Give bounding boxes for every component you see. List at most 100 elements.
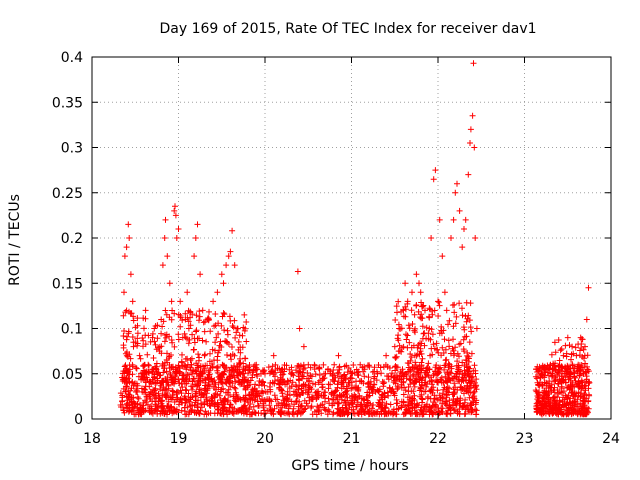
data-point: [231, 352, 238, 359]
data-point: [171, 207, 178, 214]
data-point: [456, 353, 462, 360]
data-point: [393, 303, 400, 310]
data-point: [333, 387, 340, 394]
data-point: [450, 216, 457, 223]
data-point: [301, 397, 308, 404]
data-point: [197, 271, 204, 278]
data-point: [535, 391, 542, 398]
data-point: [307, 372, 314, 379]
data-point: [467, 140, 473, 146]
data-point: [430, 372, 437, 379]
data-point: [423, 365, 430, 372]
data-point: [408, 400, 415, 407]
data-point: [220, 280, 227, 287]
data-point: [164, 253, 171, 260]
data-point: [191, 253, 198, 260]
data-point: [419, 399, 426, 406]
data-point: [394, 386, 401, 393]
data-point: [174, 394, 181, 401]
data-point: [386, 384, 393, 391]
axis-ticks: 18 19 20 21 22 23 24 0 0.05 0.1 0.15 0.2 0.25 0.3 0.35…: [52, 50, 620, 447]
data-point: [383, 352, 390, 359]
data-point: [439, 253, 446, 260]
data-point: [402, 410, 409, 416]
data-point: [201, 352, 208, 359]
data-point: [272, 361, 279, 368]
data-point: [304, 375, 310, 382]
data-point: [300, 366, 307, 373]
data-point: [314, 407, 321, 414]
data-point: [536, 363, 543, 370]
data-point: [205, 374, 211, 381]
data-point: [161, 235, 168, 241]
data-point: [209, 378, 216, 385]
data-point: [166, 314, 173, 321]
data-point: [272, 367, 279, 373]
data-point: [441, 289, 448, 296]
data-point: [540, 389, 546, 396]
data-point: [232, 389, 239, 396]
data-point: [299, 402, 305, 409]
data-point: [552, 360, 559, 367]
data-point: [155, 344, 162, 351]
data-point: [454, 358, 461, 365]
data-point: [282, 410, 289, 417]
data-point: [473, 411, 480, 418]
data-point: [199, 392, 206, 398]
data-point: [466, 339, 473, 346]
data-point: [395, 384, 401, 391]
data-point: [379, 378, 386, 385]
data-point: [544, 392, 550, 399]
data-point: [431, 401, 438, 408]
data-point: [418, 359, 425, 366]
data-point: [346, 380, 353, 386]
data-point: [147, 396, 154, 402]
data-point: [542, 407, 549, 414]
data-point: [241, 402, 248, 409]
grid-lines: [92, 57, 611, 419]
data-point: [334, 370, 341, 377]
data-point: [369, 369, 376, 375]
data-point: [430, 341, 437, 348]
data-point: [347, 399, 354, 406]
data-point: [160, 369, 167, 376]
data-point: [471, 362, 478, 369]
data-point: [558, 346, 565, 352]
data-point: [171, 343, 178, 350]
data-point: [451, 407, 457, 414]
data-point: [431, 307, 438, 314]
data-point: [334, 409, 341, 416]
data-point: [284, 391, 291, 398]
data-point: [256, 382, 262, 389]
data-point: [164, 350, 170, 357]
data-point: [134, 322, 141, 329]
data-point: [245, 364, 251, 371]
data-point: [169, 410, 176, 417]
data-point: [339, 379, 346, 386]
data-point: [358, 407, 364, 414]
data-point: [446, 385, 453, 392]
data-point: [547, 361, 554, 368]
data-point: [381, 390, 388, 397]
data-point: [459, 305, 465, 312]
data-point: [134, 315, 141, 322]
data-point: [445, 405, 452, 412]
data-point: [189, 331, 196, 338]
data-point: [187, 322, 194, 329]
data-point: [231, 317, 238, 324]
data-point: [463, 361, 470, 368]
data-point: [143, 379, 149, 386]
data-point: [246, 406, 252, 413]
data-point: [456, 300, 463, 307]
data-point: [410, 379, 417, 386]
data-point: [363, 393, 370, 400]
data-point: [418, 384, 424, 391]
data-point: [472, 406, 479, 413]
data-point: [467, 126, 474, 133]
data-point: [586, 379, 593, 386]
data-point: [223, 364, 230, 371]
data-point: [198, 404, 205, 411]
data-point: [557, 347, 564, 354]
data-point: [213, 334, 220, 341]
data-point: [466, 385, 473, 392]
